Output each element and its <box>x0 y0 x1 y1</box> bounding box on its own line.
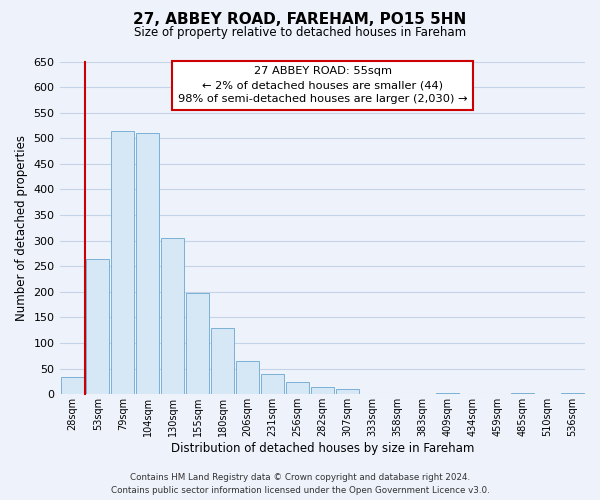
X-axis label: Distribution of detached houses by size in Fareham: Distribution of detached houses by size … <box>171 442 475 455</box>
Bar <box>61 378 84 394</box>
Y-axis label: Number of detached properties: Number of detached properties <box>15 135 28 321</box>
Text: Contains HM Land Registry data © Crown copyright and database right 2024.
Contai: Contains HM Land Registry data © Crown c… <box>110 474 490 495</box>
Bar <box>86 258 109 394</box>
Bar <box>336 389 359 394</box>
Bar <box>286 382 309 394</box>
Bar <box>161 238 184 394</box>
Bar <box>261 374 284 394</box>
Bar <box>136 133 159 394</box>
Bar <box>211 328 234 394</box>
Text: Size of property relative to detached houses in Fareham: Size of property relative to detached ho… <box>134 26 466 39</box>
Bar <box>111 130 134 394</box>
Bar <box>311 386 334 394</box>
Text: 27 ABBEY ROAD: 55sqm
← 2% of detached houses are smaller (44)
98% of semi-detach: 27 ABBEY ROAD: 55sqm ← 2% of detached ho… <box>178 66 467 104</box>
Bar <box>236 361 259 394</box>
Bar <box>186 294 209 394</box>
Text: 27, ABBEY ROAD, FAREHAM, PO15 5HN: 27, ABBEY ROAD, FAREHAM, PO15 5HN <box>133 12 467 28</box>
